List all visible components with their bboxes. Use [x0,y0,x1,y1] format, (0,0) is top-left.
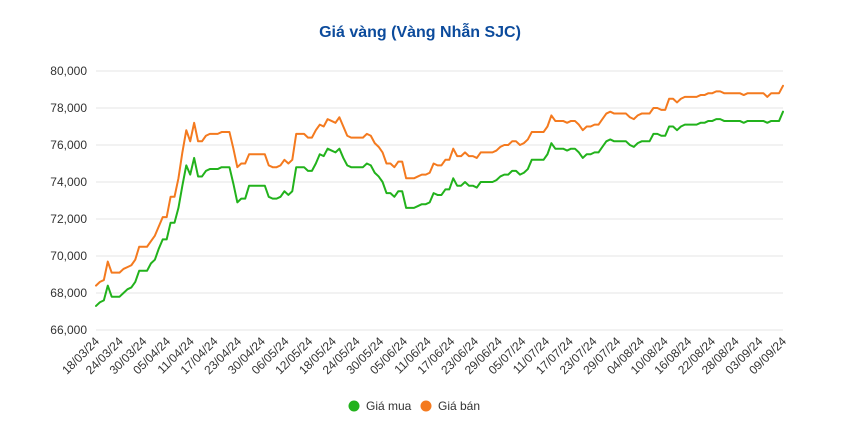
gridlines [96,70,783,331]
series-line-gia-mua [95,110,784,307]
legend-marker [348,400,360,412]
legend-item-gia-mua[interactable]: Giá mua [348,399,412,413]
legend-label: Giá bán [438,399,480,413]
series-lines [95,84,784,307]
chart-title: Giá vàng (Vàng Nhẫn SJC) [319,22,521,41]
series-line-gia-ban [95,84,784,287]
y-tick-label: 66,000 [50,323,87,337]
y-tick-label: 70,000 [50,249,87,263]
x-axis-ticks: 18/03/2424/03/2430/03/2405/04/2411/04/24… [59,334,789,377]
legend-item-gia-ban[interactable]: Giá bán [420,399,481,413]
y-tick-label: 72,000 [50,212,87,226]
legend-marker [420,400,432,412]
legend[interactable]: Giá mua Giá bán [348,399,481,413]
y-tick-label: 68,000 [50,286,87,300]
y-tick-label: 80,000 [50,64,87,78]
y-tick-label: 78,000 [50,101,87,115]
y-axis-ticks: 66,000 68,000 70,000 72,000 74,000 76,000 78,0… [50,64,87,337]
y-tick-label: 74,000 [50,175,87,189]
legend-label: Giá mua [366,399,412,413]
y-tick-label: 76,000 [50,138,87,152]
